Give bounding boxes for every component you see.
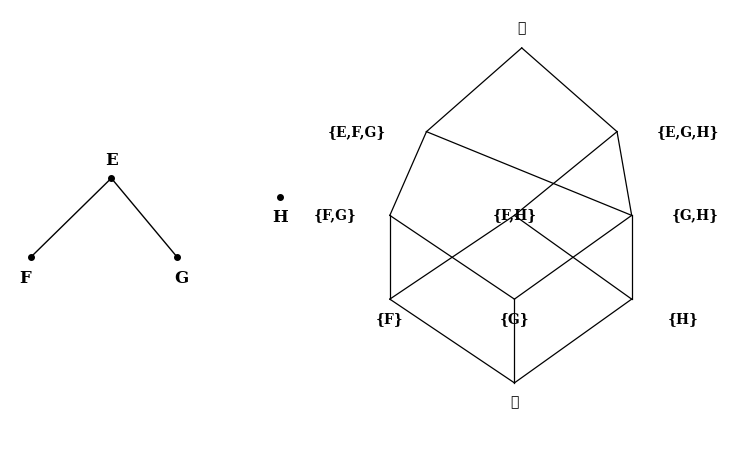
Text: E: E bbox=[105, 152, 117, 169]
Text: {G}: {G} bbox=[500, 312, 529, 326]
Text: {G,H}: {G,H} bbox=[672, 208, 719, 222]
Text: G: G bbox=[174, 270, 188, 287]
Text: {F,G}: {F,G} bbox=[314, 208, 357, 222]
Text: {E,G,H}: {E,G,H} bbox=[658, 124, 720, 139]
Text: {F,H}: {F,H} bbox=[492, 208, 537, 222]
Text: ∅: ∅ bbox=[510, 395, 519, 410]
Text: ∅: ∅ bbox=[517, 22, 526, 36]
Text: H: H bbox=[272, 209, 288, 226]
Text: {F}: {F} bbox=[376, 312, 404, 326]
Text: F: F bbox=[19, 270, 31, 287]
Text: {H}: {H} bbox=[669, 312, 699, 326]
Text: {E,F,G}: {E,F,G} bbox=[328, 124, 386, 139]
